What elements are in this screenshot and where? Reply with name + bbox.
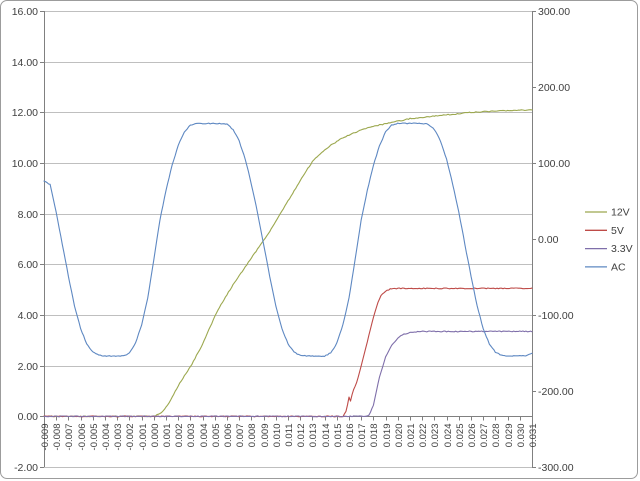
x-axis-tick-label: 0.001: [162, 424, 173, 448]
left-axis-tick-label: 2.00: [18, 361, 39, 373]
left-axis-tick-label: 10.00: [12, 158, 38, 170]
x-axis-tick-label: 0.026: [467, 424, 478, 448]
left-axis-tick-label: 4.00: [18, 310, 39, 322]
x-axis-tick-label: -0.004: [101, 424, 112, 451]
x-axis-tick-label: 0.025: [455, 424, 466, 448]
x-axis-tick-label: -0.003: [113, 424, 124, 451]
x-axis-tick-label: 0.006: [223, 424, 234, 448]
x-axis-tick-label: 0.011: [284, 424, 295, 447]
right-axis-tick-label: 100.00: [538, 158, 570, 170]
x-axis-tick-label: 0.014: [321, 424, 332, 448]
x-axis-tick-label: -0.001: [138, 424, 149, 451]
legend-label-3.3V: 3.3V: [611, 243, 633, 255]
x-axis-tick-label: 0.013: [308, 424, 319, 448]
legend-label-AC: AC: [611, 261, 626, 273]
left-axis-tick-label: 14.00: [12, 57, 38, 69]
left-axis-tick-label: 16.00: [12, 6, 38, 18]
x-axis-tick-label: 0.023: [430, 424, 441, 448]
x-axis-tick-label: 0.021: [406, 424, 417, 448]
series-line-5V: [43, 287, 533, 418]
left-axis-tick-label: 12.00: [12, 107, 38, 119]
x-axis-tick-label: 0.010: [272, 424, 283, 448]
x-axis-tick-label: 0.020: [394, 424, 405, 448]
right-axis-tick-label: 300.00: [538, 6, 570, 18]
x-axis-tick-label: 0.022: [418, 424, 429, 448]
x-axis-tick-label: 0.002: [174, 424, 185, 448]
series-line-AC: [43, 122, 533, 357]
x-axis-tick-label: -0.005: [89, 424, 100, 451]
x-axis-tick-label: 0.016: [345, 424, 356, 448]
x-axis-tick-label: -0.006: [77, 424, 88, 451]
x-axis-tick-label: 0.030: [516, 424, 527, 448]
x-axis-tick-label: 0.029: [504, 424, 515, 448]
x-axis-tick-label: 0.009: [260, 424, 271, 448]
x-axis-tick-label: 0.008: [247, 424, 258, 448]
x-axis-tick-label: -0.002: [125, 424, 136, 451]
left-axis-tick-label: 6.00: [18, 259, 39, 271]
x-axis-tick-label: 0.028: [491, 424, 502, 448]
x-axis-tick-label: 0.005: [211, 424, 222, 448]
x-axis-tick-label: 0.018: [369, 424, 380, 448]
x-axis-tick-label: -0.007: [64, 424, 75, 451]
x-axis-tick-label: 0.031: [528, 424, 539, 448]
right-axis-tick-label: -300.00: [538, 462, 574, 474]
series-line-3.3V: [43, 330, 533, 418]
x-axis-tick-label: 0.012: [296, 424, 307, 448]
legend-label-5V: 5V: [611, 225, 624, 237]
x-axis-tick-label: 0.019: [382, 424, 393, 448]
left-axis-tick-label: 8.00: [18, 209, 39, 221]
x-axis-tick-label: 0.024: [443, 424, 454, 448]
x-axis-tick-label: 0.007: [235, 424, 246, 448]
x-axis-tick-label: 0.000: [150, 424, 161, 448]
series-line-12V: [43, 109, 533, 418]
x-axis-tick-label: 0.017: [357, 424, 368, 448]
x-axis-tick-label: 0.003: [186, 424, 197, 448]
legend-label-12V: 12V: [611, 207, 630, 219]
x-axis-tick-label: 0.004: [199, 424, 210, 448]
right-axis-tick-label: 200.00: [538, 82, 570, 94]
left-axis-tick-label: -2.00: [14, 462, 38, 474]
left-axis-tick-label: 0.00: [18, 411, 39, 423]
x-axis-tick-label: 0.027: [479, 424, 490, 448]
right-axis-tick-label: 0.00: [538, 234, 559, 246]
right-axis-tick-label: -200.00: [538, 386, 574, 398]
x-axis-tick-label: -0.008: [52, 424, 63, 451]
x-axis-tick-label: -0.009: [40, 424, 51, 451]
x-axis-tick-label: 0.015: [333, 424, 344, 448]
right-axis-tick-label: -100.00: [538, 310, 574, 322]
